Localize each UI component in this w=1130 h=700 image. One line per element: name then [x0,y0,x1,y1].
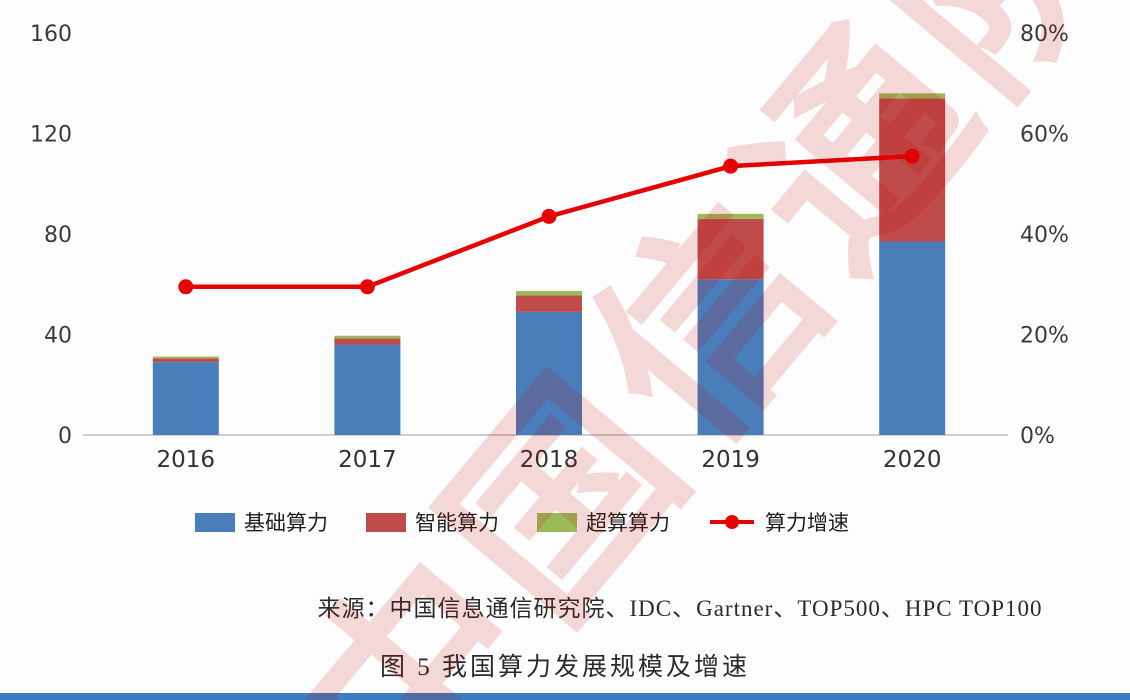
bar-segment-2017-智能算力 [334,338,401,345]
left-axis-tick-label: 160 [30,22,72,47]
left-axis-tick-label: 40 [44,324,72,349]
bar-segment-2020-智能算力 [879,98,946,242]
legend-label: 基础算力 [244,511,328,535]
right-axis-tick-label: 20% [1020,324,1069,349]
bottom-border-strip [0,693,1130,700]
x-axis-category-label: 2018 [520,447,579,473]
bar-segment-2017-超算算力 [334,335,401,339]
legend-item-算力增速: 算力增速 [708,507,849,537]
legend-label: 超算算力 [586,511,670,535]
legend-color-swatch [195,512,235,532]
legend-label: 算力增速 [765,511,849,535]
bar-segment-2016-智能算力 [152,358,219,363]
bar-segment-2016-基础算力 [152,362,219,435]
growth-rate-marker [541,208,557,224]
legend-line-swatch [710,515,754,529]
bar-segment-2019-基础算力 [697,279,764,435]
bar-segment-2018-智能算力 [516,295,582,312]
bar-segment-2019-智能算力 [697,218,764,280]
right-axis-tick-label: 40% [1020,223,1069,248]
legend-item-智能算力: 智能算力 [366,507,499,537]
bar-segment-2020-基础算力 [879,241,946,435]
bar-segment-2018-基础算力 [516,311,582,435]
left-axis-tick-label: 0 [58,424,72,449]
x-axis-category-label: 2019 [701,447,760,473]
figure-caption: 图 5 我国算力发展规模及增速 [379,654,750,681]
bar-segment-2018-超算算力 [516,291,582,296]
x-axis-category-label: 2017 [338,447,397,473]
x-axis-category-label: 2016 [157,447,216,473]
legend-label: 智能算力 [415,511,499,535]
legend-color-swatch [366,512,406,532]
chart-legend: 基础算力 智能算力 超算算力 算力增速 [0,507,1130,537]
left-axis-tick-label: 120 [30,123,72,148]
bar-segment-2017-基础算力 [334,344,401,435]
source-note: 来源：中国信息通信研究院、IDC、Gartner、TOP500、HPC TOP1… [317,596,1043,621]
computing-power-stacked-bar-line-chart: 0 40 80 120 160 0% 20% 40% 60% 80% 2016 2017 2018 201… [30,22,1069,473]
bar-segment-2019-超算算力 [697,213,764,219]
growth-rate-marker [723,158,739,174]
right-axis-tick-label: 80% [1020,22,1069,47]
growth-rate-marker [904,148,920,164]
legend-color-swatch [537,512,577,532]
right-axis-tick-label: 60% [1020,123,1069,148]
x-axis-category-label: 2020 [883,447,942,473]
growth-rate-marker [359,279,375,295]
right-axis-tick-label: 0% [1020,424,1055,449]
left-axis-tick-label: 80 [44,223,72,248]
bar-segment-2016-超算算力 [152,356,219,359]
bar-segment-2020-超算算力 [879,93,946,99]
legend-item-超算算力: 超算算力 [537,507,670,537]
growth-rate-marker [178,279,194,295]
legend-item-基础算力: 基础算力 [195,507,328,537]
